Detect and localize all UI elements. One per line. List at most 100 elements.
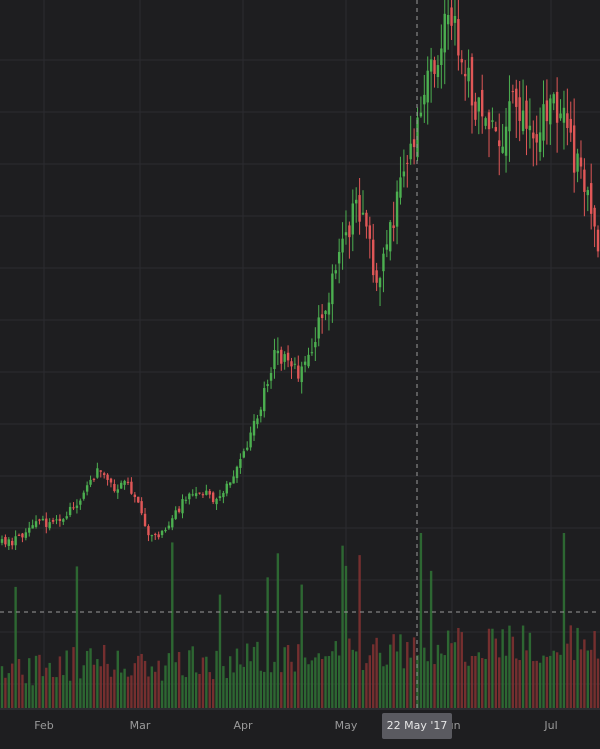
candle-body (140, 501, 143, 514)
candle-body (51, 520, 55, 522)
candle-body (28, 527, 31, 533)
volume-bar (474, 656, 477, 708)
candle-body (283, 354, 286, 362)
candle-body (498, 140, 501, 147)
volume-bar (549, 655, 552, 708)
volume-bar (75, 566, 79, 708)
candle-body (126, 481, 130, 483)
volume-bar (358, 555, 361, 708)
candle-body (402, 171, 406, 177)
volume-bar (17, 659, 21, 708)
volume-bar (228, 656, 232, 708)
volume-bar (593, 631, 596, 708)
volume-bar (14, 586, 17, 708)
volume-bar (188, 650, 191, 708)
volume-bar (589, 649, 593, 708)
candle-body (123, 480, 126, 485)
candle-body (79, 500, 82, 505)
volume-bar (327, 656, 331, 708)
volume-bar (164, 665, 167, 708)
volume-bar (351, 649, 354, 708)
volume-bar (171, 542, 174, 708)
volume-bar (494, 638, 498, 708)
candle-body (215, 498, 218, 505)
volume-bar (65, 650, 68, 708)
candle-body (314, 342, 317, 348)
volume-bar (113, 669, 116, 708)
volume-bar (116, 650, 119, 708)
volume-bar (508, 625, 511, 708)
volume-bar (372, 644, 375, 708)
volume-bar (184, 677, 188, 708)
candle-body (273, 350, 276, 370)
volume-bar (412, 637, 416, 708)
candle-body (242, 451, 246, 458)
candle-body (535, 134, 538, 143)
candle-body (549, 98, 552, 125)
x-tick-label: Apr (233, 719, 253, 732)
volume-bar (218, 594, 222, 708)
candle-body (109, 478, 113, 483)
candle-body (307, 354, 310, 367)
volume-bar (552, 650, 555, 708)
volume-bar (559, 654, 562, 708)
volume-bar (280, 672, 283, 708)
candle-body (423, 94, 426, 105)
candle-body (446, 15, 450, 25)
volume-bar (518, 660, 521, 708)
candle-body (508, 101, 511, 132)
volume-bar (562, 533, 566, 708)
candle-body (576, 153, 579, 172)
candle-body (38, 519, 41, 521)
volume-bar (426, 661, 429, 708)
candle-body (518, 97, 521, 121)
candle-body (409, 143, 412, 160)
volume-bar (406, 642, 409, 708)
candle-body (399, 177, 402, 198)
candle-body (133, 494, 137, 497)
volume-bar (198, 673, 201, 708)
volume-bar (484, 658, 487, 708)
candle-body (130, 481, 133, 494)
candle-body (392, 225, 395, 229)
candle-body (150, 535, 154, 537)
candle-body (17, 534, 21, 536)
volume-bar (239, 664, 242, 708)
candle-body (460, 58, 463, 63)
candle-body (348, 225, 351, 238)
volume-bar (269, 672, 273, 708)
volume-bar (511, 636, 515, 708)
candle-body (96, 468, 99, 478)
volume-bar (92, 664, 96, 708)
volume-bar (389, 644, 392, 708)
volume-bar (409, 657, 412, 708)
volume-bar (259, 670, 263, 708)
candle-body (239, 459, 242, 468)
volume-bar (194, 672, 198, 708)
candle-body (85, 485, 89, 492)
candle-body (232, 476, 235, 484)
volume-bar (436, 644, 440, 708)
volume-bar (79, 678, 82, 708)
volume-bar (361, 670, 365, 708)
candle-body (4, 537, 7, 545)
candle-body (358, 195, 361, 222)
volume-bar (419, 533, 423, 708)
volume-bar (41, 676, 45, 708)
volume-bar (252, 646, 256, 708)
price-candles (0, 0, 600, 550)
volume-bar (181, 675, 184, 708)
candle-body (310, 352, 314, 354)
candle-body (477, 97, 480, 112)
candle-body (426, 70, 429, 103)
volume-bar (368, 655, 372, 708)
candle-body (184, 499, 188, 501)
volume-bar (341, 545, 344, 708)
candle-body (205, 490, 208, 495)
candle-body (344, 232, 348, 236)
volume-bar (440, 653, 443, 708)
candle-body (511, 91, 515, 93)
candle-body (102, 473, 106, 475)
